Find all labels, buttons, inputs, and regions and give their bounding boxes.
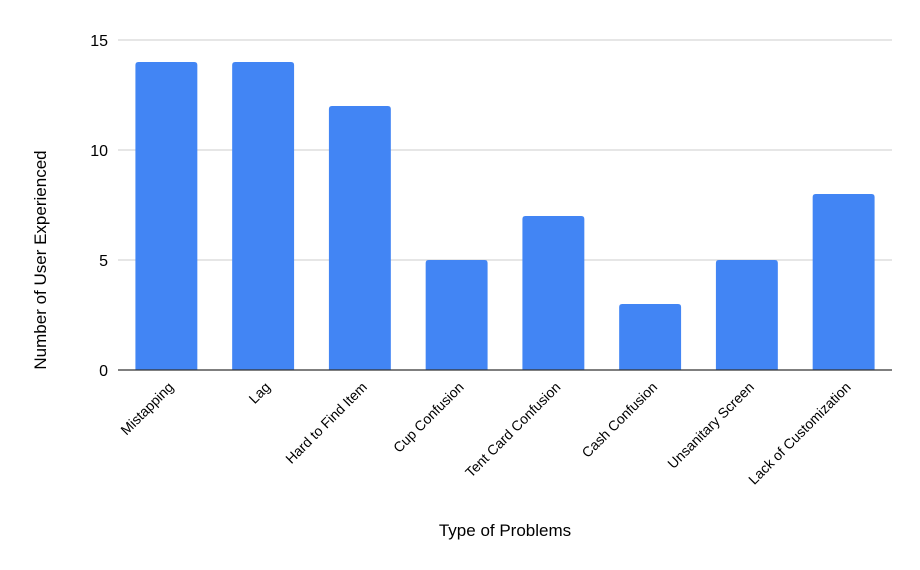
x-tick-label: Lag [245, 379, 273, 407]
x-tick-label: Tent Card Confusion [462, 379, 564, 481]
bar-lack-of-customization [812, 194, 875, 370]
x-axis-title: Type of Problems [439, 521, 571, 540]
bar-cash-confusion [619, 304, 682, 370]
y-tick-label: 0 [99, 363, 108, 380]
y-tick-label: 10 [90, 143, 108, 160]
bar-cup-confusion [425, 260, 488, 370]
x-tick-label: Hard to Find Item [282, 379, 370, 467]
y-axis-title: Number of User Experienced [31, 150, 50, 369]
bar-unsanitary-screen [715, 260, 778, 370]
bars [135, 62, 875, 370]
y-tick-labels: 0 5 10 15 [90, 33, 108, 380]
x-tick-label: Cash Confusion [578, 379, 660, 461]
x-tick-label: Mistapping [117, 379, 176, 438]
x-tick-label: Cup Confusion [390, 379, 467, 456]
x-tick-label: Unsanitary Screen [664, 379, 757, 472]
bar-tent-card-confusion [522, 216, 585, 370]
x-tick-label: Lack of Customization [745, 379, 854, 488]
y-tick-label: 5 [99, 253, 108, 270]
y-tick-label: 15 [90, 33, 108, 50]
bar-mistapping [135, 62, 198, 370]
bar-hard-to-find-item [328, 106, 391, 370]
x-tick-labels: Mistapping Lag Hard to Find Item Cup Confus… [117, 379, 853, 488]
bar-lag [232, 62, 295, 370]
